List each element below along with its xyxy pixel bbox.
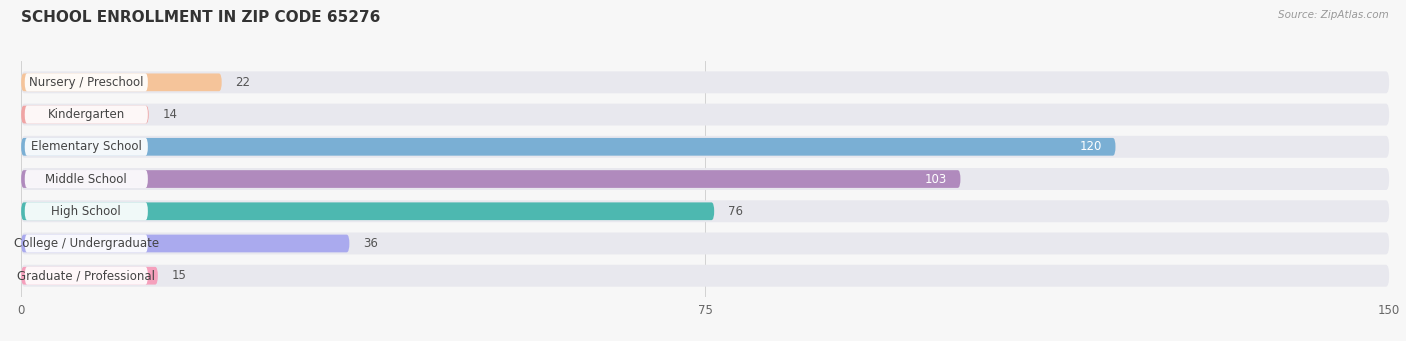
- FancyBboxPatch shape: [21, 138, 1115, 155]
- FancyBboxPatch shape: [21, 104, 1389, 125]
- FancyBboxPatch shape: [21, 233, 1389, 254]
- Text: Middle School: Middle School: [45, 173, 127, 186]
- FancyBboxPatch shape: [21, 200, 1389, 222]
- FancyBboxPatch shape: [25, 202, 148, 220]
- Text: 36: 36: [363, 237, 378, 250]
- Text: 120: 120: [1080, 140, 1102, 153]
- Text: Kindergarten: Kindergarten: [48, 108, 125, 121]
- Text: High School: High School: [52, 205, 121, 218]
- Text: 22: 22: [235, 76, 250, 89]
- FancyBboxPatch shape: [21, 235, 350, 252]
- FancyBboxPatch shape: [21, 170, 960, 188]
- FancyBboxPatch shape: [25, 73, 148, 91]
- FancyBboxPatch shape: [21, 203, 714, 220]
- Text: Elementary School: Elementary School: [31, 140, 142, 153]
- FancyBboxPatch shape: [21, 136, 1389, 158]
- Text: College / Undergraduate: College / Undergraduate: [14, 237, 159, 250]
- Text: Graduate / Professional: Graduate / Professional: [17, 269, 155, 282]
- Text: SCHOOL ENROLLMENT IN ZIP CODE 65276: SCHOOL ENROLLMENT IN ZIP CODE 65276: [21, 10, 381, 25]
- FancyBboxPatch shape: [21, 168, 1389, 190]
- FancyBboxPatch shape: [25, 170, 148, 188]
- Text: 76: 76: [728, 205, 742, 218]
- FancyBboxPatch shape: [25, 138, 148, 156]
- FancyBboxPatch shape: [25, 106, 148, 123]
- Text: Source: ZipAtlas.com: Source: ZipAtlas.com: [1278, 10, 1389, 20]
- Text: 103: 103: [925, 173, 946, 186]
- FancyBboxPatch shape: [25, 235, 148, 252]
- FancyBboxPatch shape: [21, 265, 1389, 287]
- Text: Nursery / Preschool: Nursery / Preschool: [30, 76, 143, 89]
- FancyBboxPatch shape: [21, 267, 157, 285]
- Text: 15: 15: [172, 269, 187, 282]
- FancyBboxPatch shape: [21, 73, 222, 91]
- Text: 14: 14: [163, 108, 177, 121]
- FancyBboxPatch shape: [21, 71, 1389, 93]
- FancyBboxPatch shape: [25, 267, 148, 285]
- FancyBboxPatch shape: [21, 106, 149, 123]
